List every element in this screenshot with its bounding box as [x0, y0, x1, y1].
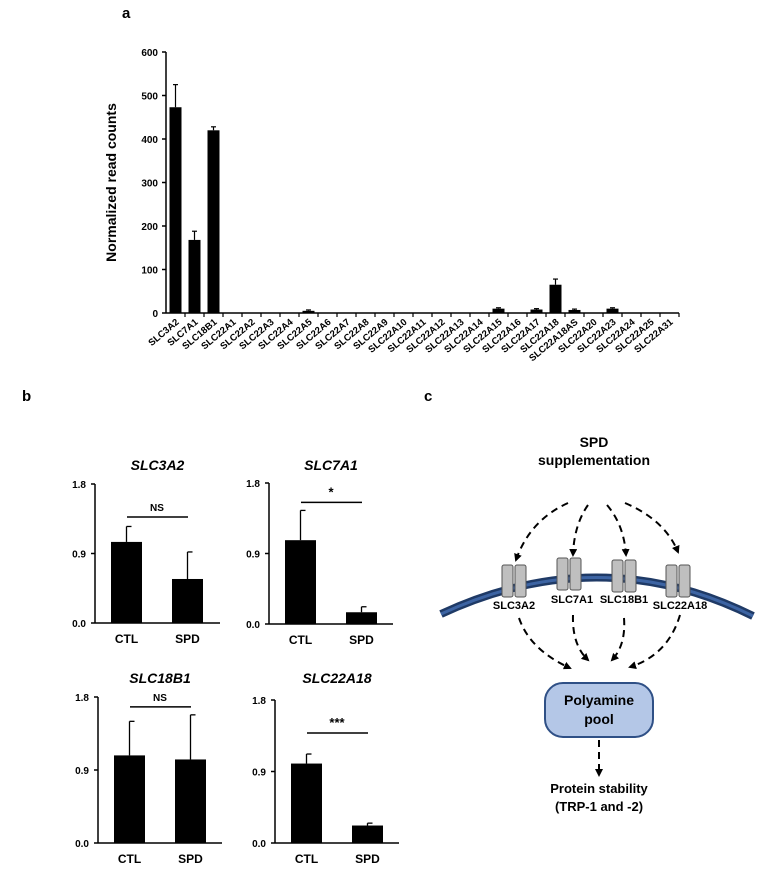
polyamine-pool-box [544, 682, 654, 738]
bar-spd [175, 759, 206, 843]
x-tick-label: CTL [118, 852, 141, 866]
y-tick-label: 1.8 [72, 480, 86, 491]
y-axis-label: Normalized read counts [103, 103, 119, 262]
transporter-label: SLC7A1 [551, 594, 593, 606]
transporters: SLC3A2 SLC7A1 SLC18B1 SLC22A18 [493, 557, 707, 612]
chart-title: SLC22A18 [302, 670, 371, 686]
y-tick-label: 1.8 [246, 479, 260, 490]
x-tick-label: SPD [349, 633, 374, 647]
y-tick-label: 0.9 [252, 768, 266, 779]
transporter-slc7a1: SLC7A1 [551, 557, 593, 606]
bar-slc22a23 [606, 308, 619, 313]
x-tick-label: SPD [178, 852, 203, 866]
y-tick-label: 0.0 [252, 839, 266, 850]
chart-title: SLC7A1 [304, 457, 358, 473]
panel-label-a: a [122, 5, 131, 22]
significance-label: * [328, 484, 334, 499]
arrow-slc18b1-to-pool [610, 617, 626, 662]
bar-spd [172, 578, 203, 623]
y-tick-label: 0.0 [246, 620, 260, 631]
transporter-label: SLC3A2 [493, 600, 535, 612]
arrow-slc3a2-to-pool [518, 617, 572, 670]
y-tick-label: 0.9 [246, 550, 260, 561]
x-tick-label: CTL [289, 633, 312, 647]
bar-spd [352, 825, 383, 843]
y-tick-label: 0.9 [75, 766, 89, 777]
y-tick-label: 0.9 [72, 550, 86, 561]
y-tick-label: 600 [141, 48, 158, 59]
y-tick-label: 1.8 [75, 693, 89, 704]
transporter-subunit [611, 559, 624, 593]
chart-slc18b1: SLC18B1 0.0 0.9 1.8 CTL SPD NS [75, 670, 222, 866]
transporter-label: SLC22A18 [653, 600, 707, 612]
transporter-subunit [624, 559, 637, 593]
arrow-to-slc22a18 [624, 502, 680, 554]
cell-membrane-highlight [440, 576, 754, 618]
trp-label: (TRP-1 and -2) [555, 799, 643, 814]
chart-slc22a18: SLC22A18 0.0 0.9 1.8 CTL SPD *** [252, 670, 399, 866]
x-tick-label: SPD [355, 852, 380, 866]
bar-slc22a17 [530, 309, 543, 313]
bar-ctl [111, 541, 142, 623]
y-tick-label: 100 [141, 266, 158, 277]
chart-a-read-counts: 0 100 200 300 400 500 600 Normalized read count… [103, 48, 680, 364]
bar-ctl [114, 755, 145, 843]
arrow-to-slc18b1 [606, 504, 630, 557]
bar-slc22a15 [492, 308, 505, 313]
transporter-subunit [514, 564, 527, 598]
transporter-subunit [501, 564, 514, 598]
x-tick-label: CTL [115, 632, 138, 646]
y-tick-label: 300 [141, 179, 158, 190]
transporter-slc3a2: SLC3A2 [493, 564, 535, 612]
y-tick-label: 0.0 [72, 619, 86, 630]
panel-label-c: c [424, 388, 432, 405]
chart-slc7a1: SLC7A1 0.0 0.9 1.8 CTL SPD * [246, 457, 393, 647]
chart-title: SLC18B1 [129, 670, 191, 686]
significance-label: *** [329, 715, 345, 730]
bar-spd [346, 612, 377, 624]
panel-label-b: b [22, 388, 31, 405]
transporter-subunit [556, 557, 569, 591]
bar-slc3a2 [169, 107, 182, 314]
significance-label: NS [153, 693, 167, 704]
significance-label: NS [150, 503, 164, 514]
protein-stability-label: Protein stability [550, 781, 648, 796]
y-tick-label: 0.0 [75, 839, 89, 850]
polyamine-label: Polyamine [564, 692, 634, 708]
supplementation-label: supplementation [538, 452, 650, 468]
arrow-slc22a18-to-pool [628, 614, 681, 670]
spd-label: SPD [580, 434, 609, 450]
bar-slc22a18 [549, 284, 562, 313]
transporter-slc22a18: SLC22A18 [653, 564, 707, 612]
x-tick-label: SPD [175, 632, 200, 646]
transporter-subunit [665, 564, 678, 598]
x-tick-label: CTL [295, 852, 318, 866]
arrow-to-slc3a2 [514, 502, 569, 562]
transporter-subunit [678, 564, 691, 598]
bar-slc18b1 [207, 130, 220, 313]
pool-label: pool [584, 711, 614, 727]
y-tick-label: 0 [152, 309, 158, 320]
transporter-slc18b1: SLC18B1 [600, 559, 648, 606]
y-tick-label: 500 [141, 92, 158, 103]
bar-ctl [285, 540, 316, 624]
y-tick-label: 1.8 [252, 696, 266, 707]
transporter-label: SLC18B1 [600, 594, 648, 606]
diagram-c: SPD supplementation SLC3A2 SLC7A1 SLC18B1 S… [439, 434, 755, 814]
arrow-slc7a1-to-pool [571, 614, 590, 662]
bar-slc7a1 [188, 239, 201, 313]
bar-slc22a18as [568, 309, 581, 313]
transporter-subunit [569, 557, 582, 591]
bar-slc22a5 [302, 310, 315, 313]
charts-b-qpcr: SLC3A2 0.0 0.9 1.8 CTL SPD NS SLC7A1 0.0 0.9 1.8 CT… [72, 457, 399, 866]
bar-ctl [291, 763, 322, 843]
chart-slc3a2: SLC3A2 0.0 0.9 1.8 CTL SPD NS [72, 457, 220, 646]
y-tick-label: 200 [141, 222, 158, 233]
arrow-to-slc7a1 [569, 504, 589, 557]
y-tick-label: 400 [141, 135, 158, 146]
chart-title: SLC3A2 [131, 457, 185, 473]
uptake-arrows [514, 502, 681, 777]
